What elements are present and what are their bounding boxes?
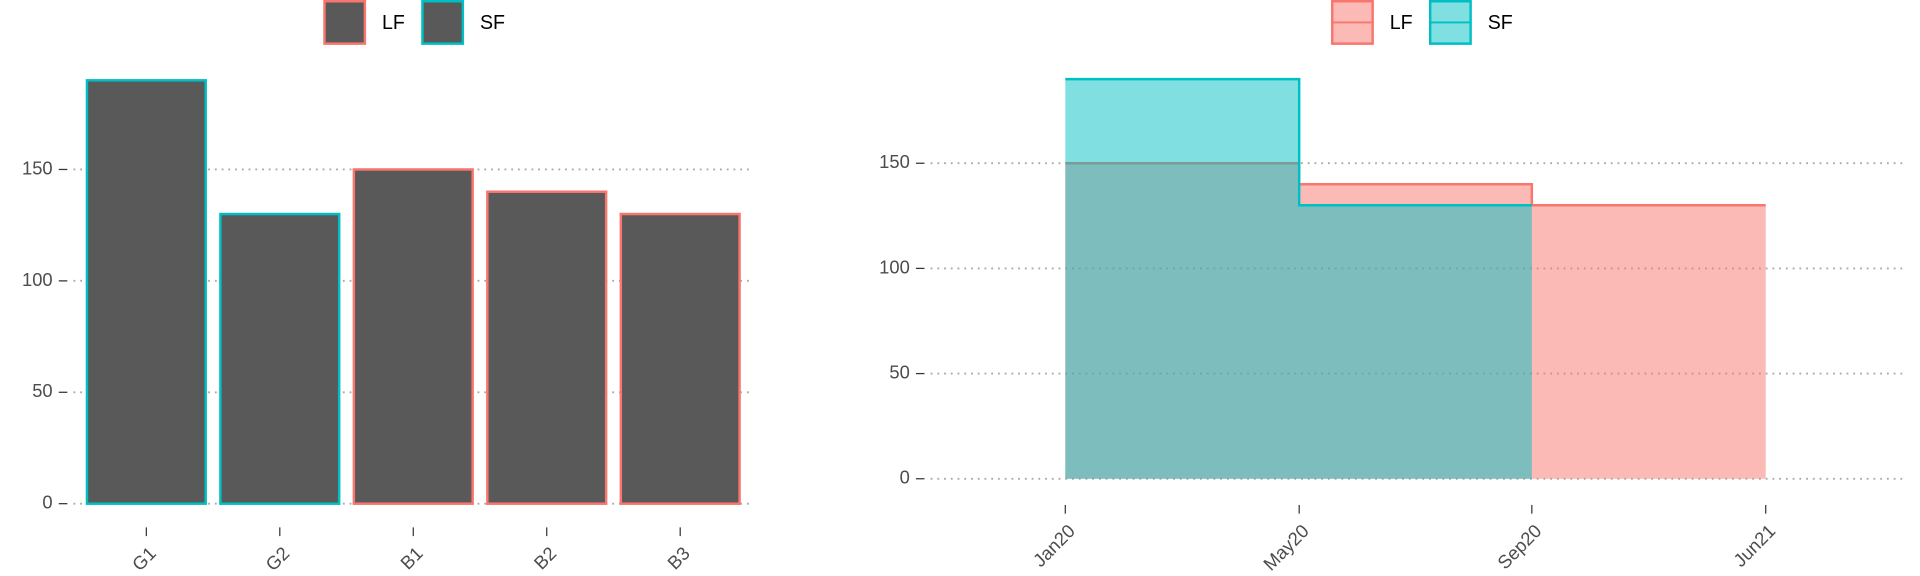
y-tick-label: 0 [900,467,910,488]
legend-label: LF [1390,12,1413,34]
x-tick-label: Sep20 [1493,520,1545,573]
x-tick-label: B2 [530,542,561,573]
x-tick-label: B3 [663,542,694,573]
legend-label: LF [382,12,405,34]
x-tick-label: G1 [128,542,160,575]
x-tick-label: May20 [1259,520,1313,575]
bar [219,212,341,505]
step-line [1065,77,1532,207]
bar [486,190,608,505]
y-tick-label: 50 [889,361,909,382]
legend-label: SF [480,12,505,34]
legend-key [421,0,465,45]
legend-key [323,0,367,45]
area [1065,79,1532,479]
y-tick-label: 0 [42,491,52,512]
y-tick-label: 150 [22,157,53,178]
x-tick-label: Jun21 [1729,520,1779,571]
x-tick-label: B1 [396,542,427,573]
y-tick-label: 100 [879,256,910,277]
y-tick-label: 50 [32,380,52,401]
bar [85,79,207,505]
bar [352,168,474,505]
bar [619,212,741,505]
y-tick-label: 150 [879,151,910,172]
x-tick-label: G2 [261,542,293,575]
x-tick-label: Jan20 [1029,520,1079,571]
legend-label: SF [1488,12,1513,34]
y-tick-label: 100 [22,269,53,290]
